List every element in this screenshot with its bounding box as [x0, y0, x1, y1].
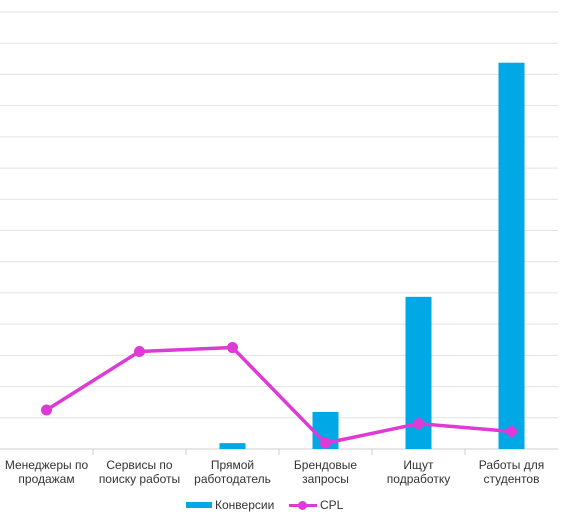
conversion-bars — [219, 62, 525, 450]
cpl-point — [134, 345, 145, 357]
category-label: Брендовые запросы — [293, 458, 358, 486]
category-label: Менеджеры по продажам — [4, 458, 89, 486]
legend-label-cpl: CPL — [320, 498, 344, 512]
cpl-point — [41, 404, 52, 416]
cpl-point — [413, 418, 424, 430]
gridlines — [0, 11, 558, 455]
legend-swatch-dot — [298, 501, 307, 510]
bar-conversions — [219, 443, 246, 449]
category-label: Ищут подработку — [386, 458, 451, 486]
cpl-point — [320, 437, 331, 449]
cpl-point — [227, 342, 238, 354]
category-label: Сервисы по поиску работы — [98, 458, 181, 486]
cpl-line — [45, 345, 512, 445]
bar-conversions — [498, 62, 525, 450]
legend-swatch-bar — [186, 502, 212, 508]
cpl-point — [506, 425, 517, 437]
category-label: Работы для студентов — [478, 458, 545, 486]
cpl-line-series — [41, 342, 517, 449]
legend-label-conversions: Конверсии — [215, 498, 275, 512]
legend: Конверсии CPL — [0, 497, 569, 513]
category-label: Прямой работодатель — [194, 458, 271, 486]
